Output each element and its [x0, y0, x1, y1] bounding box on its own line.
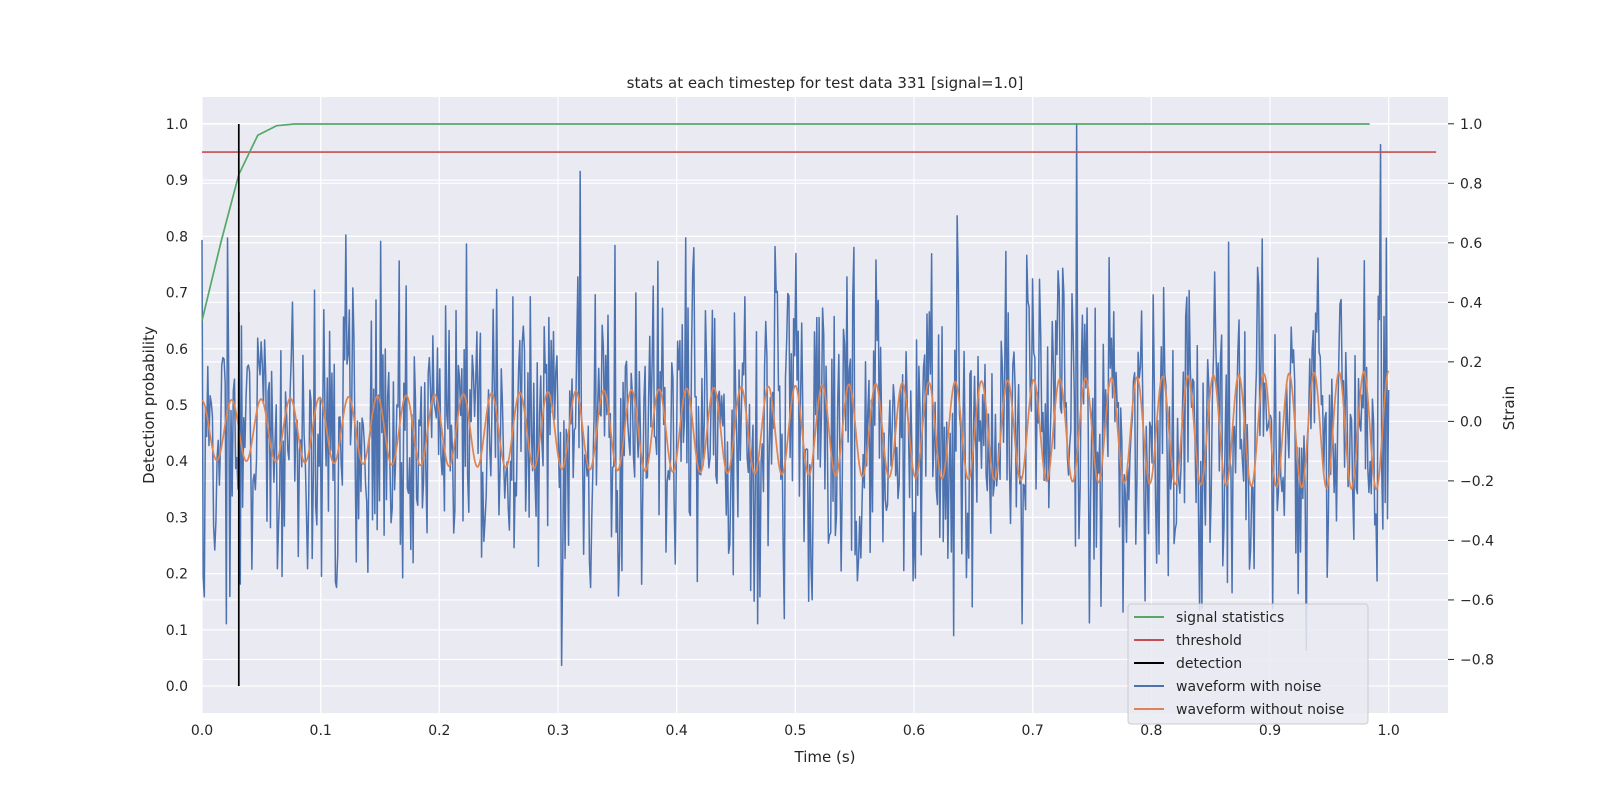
y-tick-label: 0.0 — [166, 679, 188, 695]
legend-label-waveform-without-noise: waveform without noise — [1176, 702, 1344, 718]
x-tick-label: 0.4 — [666, 723, 688, 739]
y-tick-label: 0.3 — [166, 510, 188, 526]
legend-label-signal-statistics: signal statistics — [1176, 610, 1284, 626]
right-y-axis-label: Strain — [1500, 386, 1518, 430]
y-tick-label: 0.5 — [166, 398, 188, 414]
y-tick-label: 0.8 — [166, 229, 188, 245]
y-tick-label: 0.7 — [166, 286, 188, 302]
y-tick-label: 0.1 — [166, 623, 188, 639]
y-tick-label: 0.9 — [166, 173, 188, 189]
series-signal-statistics-line — [201, 123, 1370, 321]
legend-label-threshold: threshold — [1176, 633, 1242, 649]
legend-label-waveform-with-noise: waveform with noise — [1176, 679, 1321, 695]
x-tick-labels: 0.0 0.1 0.2 0.3 0.4 0.5 0.6 0.7 0.8 0.9 1.0 — [191, 723, 1400, 739]
y-tick-label: 0.6 — [166, 342, 188, 358]
x-tick-label: 0.2 — [428, 723, 450, 739]
y-tick-label: 0.4 — [166, 454, 188, 470]
legend-box — [1127, 603, 1369, 725]
x-tick-label: 0.0 — [191, 723, 213, 739]
x-tick-label: 0.3 — [547, 723, 569, 739]
legend-label-detection: detection — [1176, 656, 1242, 672]
x-tick-label: 0.1 — [310, 723, 332, 739]
right-y-tick-label: −0.6 — [1460, 593, 1494, 609]
legend: signal statistics threshold detection wa… — [1127, 603, 1369, 725]
right-y-tick-label: 0.2 — [1460, 355, 1482, 371]
y-tick-label: 1.0 — [166, 117, 188, 133]
x-tick-label: 0.6 — [903, 723, 925, 739]
x-tick-label: 0.5 — [784, 723, 806, 739]
y-tick-label: 0.2 — [166, 567, 188, 583]
right-y-tick-label: 0.0 — [1460, 414, 1482, 430]
right-y-tick-label: −0.2 — [1460, 474, 1494, 490]
y-tick-labels: 0.0 0.1 0.2 0.3 0.4 0.5 0.6 0.7 0.8 0.9 1.0 — [166, 117, 188, 695]
right-y-tick-label: 1.0 — [1460, 117, 1482, 133]
right-y-tick-label: 0.6 — [1460, 236, 1482, 252]
y-axis-label: Detection probability — [140, 326, 158, 484]
x-tick-label: 0.9 — [1259, 723, 1281, 739]
right-y-tick-label: 0.8 — [1460, 176, 1482, 192]
x-axis-label: Time (s) — [794, 748, 856, 766]
right-y-tick-label: −0.4 — [1460, 533, 1494, 549]
chart-title: stats at each timestep for test data 331… — [627, 74, 1024, 92]
series-layer — [201, 123, 1437, 687]
right-y-tick-labels: −0.8 −0.6 −0.4 −0.2 0.0 0.2 0.4 0.6 0.8 1.0 — [1448, 117, 1494, 668]
right-y-tick-label: −0.8 — [1460, 652, 1494, 668]
x-tick-label: 1.0 — [1378, 723, 1400, 739]
x-tick-label: 0.7 — [1022, 723, 1044, 739]
right-y-tick-label: 0.4 — [1460, 295, 1482, 311]
series-waveform-without-noise-line — [201, 370, 1390, 491]
x-tick-label: 0.8 — [1140, 723, 1162, 739]
